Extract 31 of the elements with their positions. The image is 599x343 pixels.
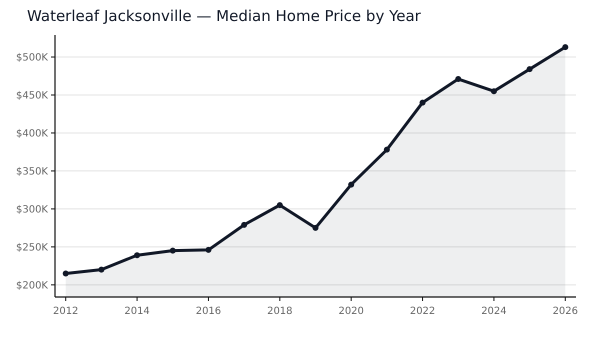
point <box>348 182 354 188</box>
point <box>170 248 176 254</box>
x-tick-label: 2012 <box>52 306 78 317</box>
point <box>490 88 497 94</box>
point <box>98 266 104 273</box>
point <box>455 76 462 82</box>
x-tick-label: 2020 <box>338 306 364 317</box>
point <box>205 246 212 253</box>
point <box>312 224 318 231</box>
x-tick-label: 2024 <box>481 306 507 317</box>
x-tick-label: 2014 <box>124 306 150 317</box>
point <box>526 66 533 72</box>
x-tick-label: 2018 <box>267 306 293 317</box>
y-tick-label: $250K <box>16 242 48 254</box>
point <box>384 146 390 153</box>
point <box>62 270 69 276</box>
x-tick-label: 2026 <box>552 306 578 317</box>
y-tick-label: $200K <box>16 280 48 292</box>
point <box>420 100 426 106</box>
y-tick-label: $450K <box>16 90 48 102</box>
y-tick-label: $300K <box>16 204 48 216</box>
point <box>562 44 568 50</box>
x-tick-label: 2016 <box>196 306 222 317</box>
chart-title: Waterleaf Jacksonville — Median Home Price by Year <box>27 7 422 25</box>
point <box>276 202 283 208</box>
point <box>134 252 140 258</box>
y-tick-label: $400K <box>16 128 48 140</box>
y-tick-label: $350K <box>16 166 48 178</box>
point <box>241 222 248 228</box>
y-tick-label: $500K <box>16 52 48 64</box>
x-tick-label: 2022 <box>410 306 436 317</box>
